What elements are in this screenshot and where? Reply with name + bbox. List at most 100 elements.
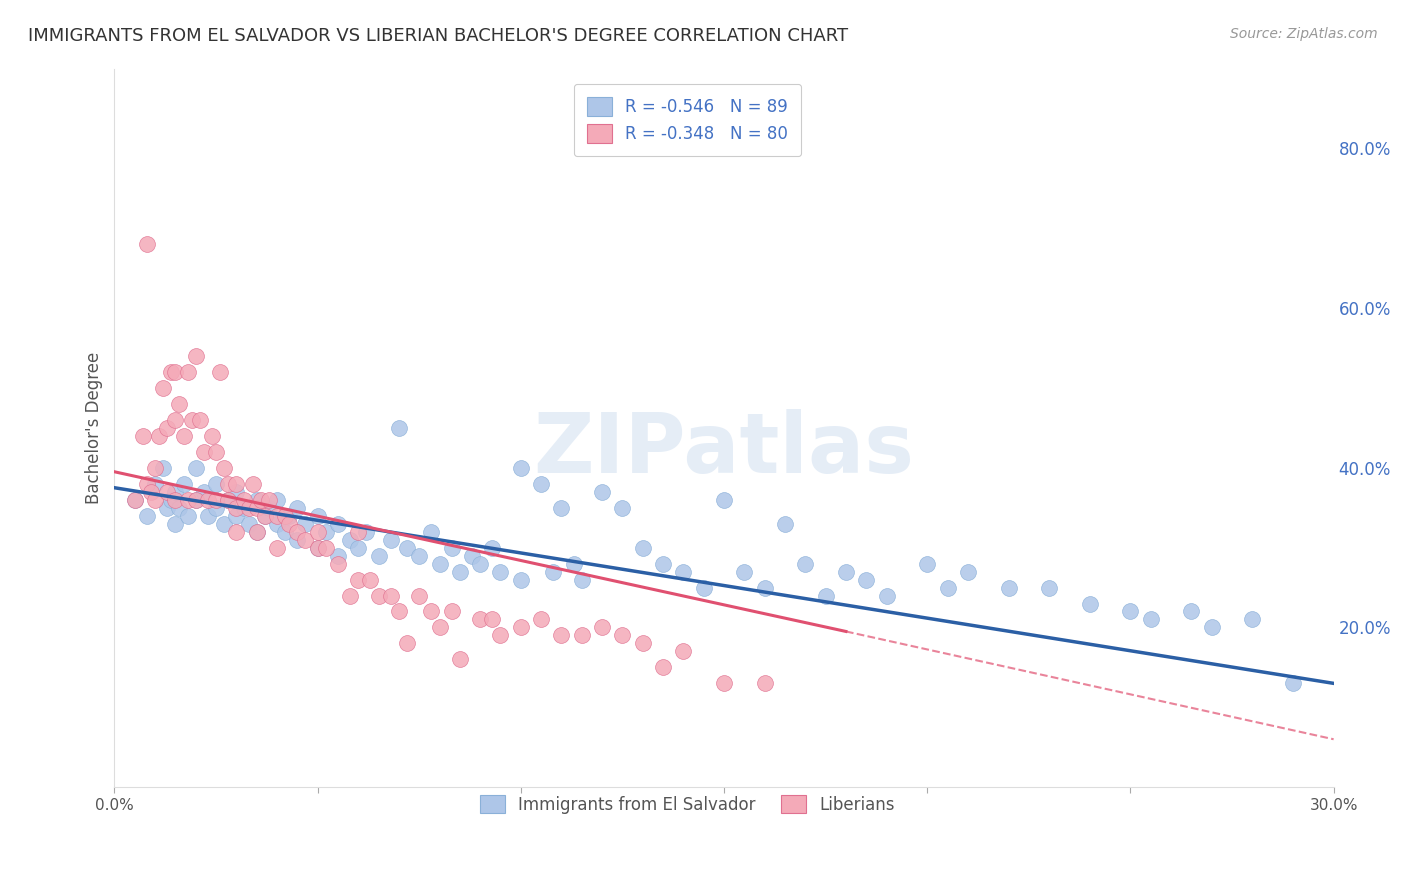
Point: [631, 636, 654, 650]
Point: [197, 508, 219, 523]
Point: [429, 557, 451, 571]
Point: [571, 573, 593, 587]
Point: [713, 676, 735, 690]
Point: [388, 605, 411, 619]
Point: [169, 500, 191, 515]
Point: [1282, 676, 1305, 690]
Point: [225, 476, 247, 491]
Point: [693, 581, 716, 595]
Point: [408, 589, 430, 603]
Text: Source: ZipAtlas.com: Source: ZipAtlas.com: [1230, 27, 1378, 41]
Point: [217, 476, 239, 491]
Point: [246, 524, 269, 539]
Point: [209, 365, 232, 379]
Point: [180, 413, 202, 427]
Point: [347, 524, 370, 539]
Point: [550, 500, 572, 515]
Point: [165, 492, 187, 507]
Point: [562, 557, 585, 571]
Point: [652, 660, 675, 674]
Point: [307, 541, 329, 555]
Point: [876, 589, 898, 603]
Point: [212, 460, 235, 475]
Point: [449, 652, 471, 666]
Point: [347, 541, 370, 555]
Point: [1038, 581, 1060, 595]
Point: [449, 565, 471, 579]
Point: [160, 365, 183, 379]
Point: [481, 541, 503, 555]
Point: [754, 676, 776, 690]
Point: [612, 500, 634, 515]
Point: [233, 492, 256, 507]
Point: [135, 237, 157, 252]
Point: [754, 581, 776, 595]
Point: [124, 492, 146, 507]
Point: [440, 605, 463, 619]
Point: [238, 500, 260, 515]
Point: [165, 516, 187, 531]
Point: [1078, 597, 1101, 611]
Point: [188, 413, 211, 427]
Point: [176, 365, 198, 379]
Point: [148, 429, 170, 443]
Point: [278, 508, 301, 523]
Point: [225, 500, 247, 515]
Legend: Immigrants from El Salvador, Liberians: Immigrants from El Salvador, Liberians: [468, 783, 907, 826]
Point: [165, 413, 187, 427]
Point: [176, 492, 198, 507]
Point: [217, 492, 239, 507]
Point: [1180, 605, 1202, 619]
Point: [124, 492, 146, 507]
Point: [359, 573, 381, 587]
Point: [135, 476, 157, 491]
Point: [197, 492, 219, 507]
Point: [266, 516, 288, 531]
Point: [509, 620, 531, 634]
Point: [380, 533, 402, 547]
Point: [367, 589, 389, 603]
Point: [713, 492, 735, 507]
Point: [274, 508, 297, 523]
Point: [294, 533, 316, 547]
Point: [347, 573, 370, 587]
Point: [339, 589, 361, 603]
Point: [672, 565, 695, 579]
Point: [591, 620, 613, 634]
Point: [509, 460, 531, 475]
Point: [253, 508, 276, 523]
Point: [165, 484, 187, 499]
Point: [176, 508, 198, 523]
Point: [429, 620, 451, 634]
Point: [274, 524, 297, 539]
Point: [246, 492, 269, 507]
Point: [936, 581, 959, 595]
Point: [225, 524, 247, 539]
Point: [1119, 605, 1142, 619]
Point: [294, 516, 316, 531]
Point: [307, 508, 329, 523]
Point: [395, 541, 418, 555]
Point: [591, 484, 613, 499]
Point: [160, 492, 183, 507]
Point: [205, 476, 228, 491]
Y-axis label: Bachelor's Degree: Bachelor's Degree: [86, 351, 103, 504]
Point: [835, 565, 858, 579]
Point: [367, 549, 389, 563]
Point: [915, 557, 938, 571]
Point: [184, 460, 207, 475]
Point: [156, 500, 179, 515]
Point: [225, 508, 247, 523]
Point: [543, 565, 565, 579]
Point: [238, 516, 260, 531]
Point: [257, 492, 280, 507]
Point: [193, 445, 215, 459]
Point: [420, 524, 443, 539]
Point: [205, 492, 228, 507]
Point: [326, 516, 349, 531]
Point: [152, 460, 174, 475]
Point: [470, 557, 492, 571]
Point: [489, 565, 512, 579]
Text: ZIPatlas: ZIPatlas: [533, 409, 914, 490]
Point: [205, 445, 228, 459]
